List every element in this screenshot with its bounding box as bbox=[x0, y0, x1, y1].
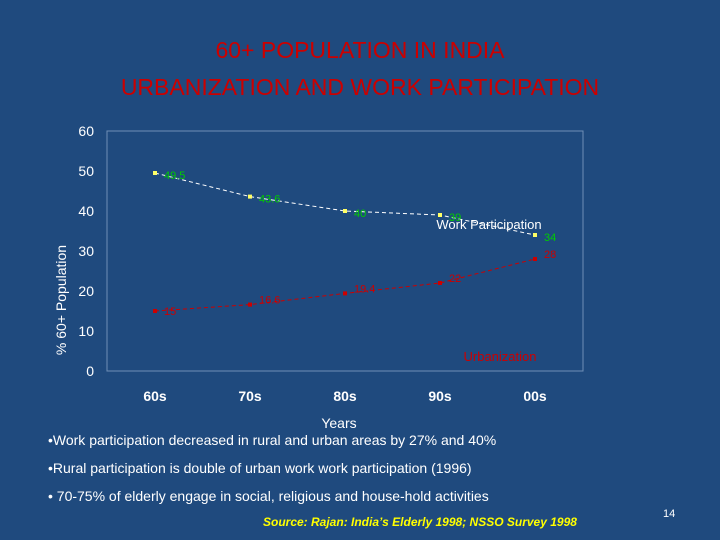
y-tick-label: 0 bbox=[86, 363, 94, 379]
x-tick-labels: 60s 70s 80s 90s 00s bbox=[143, 388, 547, 404]
y-tick-label: 40 bbox=[78, 203, 94, 219]
page-number: 14 bbox=[663, 508, 676, 520]
x-tick-label: 70s bbox=[238, 388, 262, 404]
x-tick-label: 90s bbox=[428, 388, 452, 404]
work-participation-data-label: 49.5 bbox=[164, 170, 185, 182]
work-participation-line bbox=[154, 172, 536, 236]
y-tick-labels: 0 10 20 30 40 50 60 bbox=[78, 123, 94, 379]
urbanization-data-label: 22 bbox=[449, 273, 461, 285]
work-participation-data-label: 40 bbox=[354, 208, 366, 220]
plot-area-frame bbox=[106, 130, 584, 372]
urbanization-point bbox=[248, 302, 252, 307]
x-tick-label: 80s bbox=[333, 388, 357, 404]
work-participation-point bbox=[343, 209, 347, 213]
bullet-2: •Rural participation is double of urban … bbox=[48, 460, 472, 476]
urbanization-data-label: 15 bbox=[164, 306, 176, 318]
y-tick-label: 10 bbox=[78, 323, 94, 339]
bullet-3: • 70-75% of elderly engage in social, re… bbox=[48, 488, 489, 504]
urbanization-point bbox=[153, 309, 157, 313]
urbanization-line bbox=[154, 258, 536, 312]
urbanization-point bbox=[343, 291, 347, 296]
y-tick-label: 60 bbox=[78, 123, 94, 139]
work-participation-point bbox=[153, 171, 157, 175]
series-label-work-participation: Work Participation bbox=[436, 217, 541, 232]
chart-series: 49.5 43.6 40 39 34 15 16.6 19.4 22 28 bbox=[153, 170, 556, 318]
bullet-1: •Work participation decreased in rural a… bbox=[48, 432, 497, 448]
y-axis-label: % 60+ Population bbox=[53, 245, 69, 355]
source-citation: Source: Rajan: India’s Elderly 1998; NSS… bbox=[263, 515, 577, 529]
urbanization-point bbox=[438, 281, 442, 285]
chart-axes bbox=[106, 130, 584, 372]
work-participation-data-label: 34 bbox=[544, 232, 556, 244]
urbanization-data-label: 16.6 bbox=[259, 295, 280, 307]
x-tick-label: 00s bbox=[523, 388, 547, 404]
work-participation-point bbox=[248, 194, 252, 199]
series-label-urbanization: Urbanization bbox=[464, 349, 537, 364]
slide-title-line1: 60+ POPULATION IN INDIA bbox=[215, 37, 505, 63]
y-tick-label: 50 bbox=[78, 163, 94, 179]
urbanization-data-label: 28 bbox=[544, 249, 556, 261]
work-participation-point bbox=[533, 233, 537, 237]
urbanization-point bbox=[533, 257, 537, 261]
x-axis-label: Years bbox=[321, 415, 356, 431]
slide-title-line2: URBANIZATION AND WORK PARTICIPATION bbox=[120, 74, 600, 100]
y-tick-label: 30 bbox=[78, 243, 94, 259]
urbanization-data-label: 19.4 bbox=[354, 283, 375, 295]
x-tick-label: 60s bbox=[143, 388, 167, 404]
y-tick-label: 20 bbox=[78, 283, 94, 299]
work-participation-data-label: 39 bbox=[449, 212, 461, 224]
work-participation-point bbox=[438, 213, 442, 217]
work-participation-data-label: 43.6 bbox=[259, 194, 280, 206]
